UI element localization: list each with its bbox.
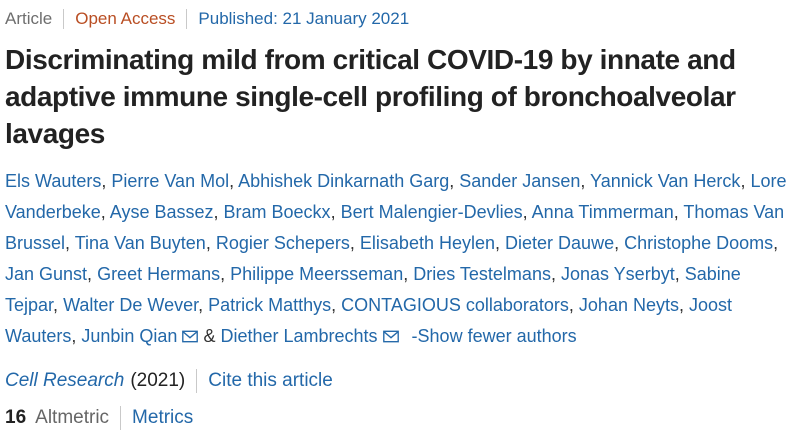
meta-divider — [63, 9, 65, 29]
author-link[interactable]: Junbin Qian — [81, 326, 178, 346]
journal-link[interactable]: Cell Research — [5, 370, 125, 391]
author-separator: , — [101, 171, 112, 191]
journal-row: Cell Research (2021) Cite this article — [5, 369, 793, 393]
altmetric-badge[interactable]: 16 Altmetric — [5, 406, 109, 430]
author-link[interactable]: Philippe Meersseman — [230, 264, 404, 284]
author-link[interactable]: Tina Van Buyten — [74, 233, 206, 253]
author-separator: , — [449, 171, 460, 191]
open-access-label: Open Access — [75, 9, 176, 28]
metrics-link[interactable]: Metrics — [132, 407, 194, 428]
author-link[interactable]: Lore Vanderbeke — [5, 171, 787, 222]
author-link[interactable]: Elisabeth Heylen — [359, 233, 496, 253]
metrics-row: 16 Altmetric Metrics — [5, 406, 793, 430]
cite-this-article-link[interactable]: Cite this article — [208, 370, 333, 391]
author-separator: , — [213, 202, 224, 222]
author-separator: , — [349, 233, 360, 253]
author-separator: , — [673, 202, 684, 222]
article-title: Discriminating mild from critical COVID-… — [5, 44, 736, 149]
author-link[interactable]: Thomas Van Brussel — [5, 202, 785, 253]
metrics-divider — [120, 406, 122, 430]
author-link[interactable]: Pierre Van Mol — [111, 171, 230, 191]
author-separator: , — [678, 295, 689, 315]
meta-divider — [186, 9, 188, 29]
author-link[interactable]: Walter De Wever — [63, 295, 199, 315]
author-link[interactable]: Rogier Schepers — [215, 233, 350, 253]
altmetric-score: 16 — [5, 407, 27, 428]
author-separator: , — [495, 233, 506, 253]
article-meta-row: Article Open Access Published: 21 Januar… — [5, 9, 793, 29]
author-separator: , — [614, 233, 625, 253]
author-separator: , — [71, 326, 82, 346]
author-link[interactable]: Jonas Yserbyt — [560, 264, 675, 284]
author-link[interactable]: Sander Jansen — [459, 171, 581, 191]
author-separator: , — [65, 233, 75, 253]
author-link[interactable]: Patrick Matthys — [208, 295, 332, 315]
author-link[interactable]: Jan Gunst — [5, 264, 88, 284]
altmetric-label: Altmetric — [35, 407, 110, 428]
author-ampersand: & — [198, 326, 221, 346]
journal-year: (2021) — [130, 370, 186, 391]
author-separator: , — [205, 233, 216, 253]
author-link[interactable]: Sabine Tejpar — [5, 264, 741, 315]
author-separator: , — [580, 171, 591, 191]
author-separator: , — [100, 202, 110, 222]
author-link[interactable]: Dries Testelmans — [413, 264, 551, 284]
author-link[interactable]: Ayse Bassez — [109, 202, 214, 222]
author-link[interactable]: Anna Timmerman — [531, 202, 674, 222]
author-separator: , — [773, 233, 779, 253]
author-link[interactable]: Bram Boeckx — [223, 202, 331, 222]
author-separator: , — [674, 264, 685, 284]
author-separator: , — [403, 264, 414, 284]
author-link[interactable]: Greet Hermans — [97, 264, 221, 284]
author-link[interactable]: Joost Wauters — [5, 295, 733, 346]
author-link[interactable]: Christophe Dooms — [624, 233, 774, 253]
author-separator: , — [331, 295, 342, 315]
author-separator: , — [87, 264, 98, 284]
article-type-label: Article — [5, 9, 53, 28]
author-separator: , — [229, 171, 239, 191]
journal-divider — [196, 369, 198, 393]
author-separator: , — [740, 171, 751, 191]
envelope-icon[interactable] — [182, 322, 199, 353]
author-link[interactable]: Abhishek Dinkarnath Garg — [238, 171, 450, 191]
author-separator: , — [568, 295, 579, 315]
author-separator: , — [198, 295, 209, 315]
author-link[interactable]: Dieter Dauwe — [505, 233, 615, 253]
author-link[interactable]: Yannick Van Herck — [590, 171, 741, 191]
author-link[interactable]: Els Wauters — [5, 171, 102, 191]
show-fewer-authors-link[interactable]: -Show fewer authors — [411, 326, 577, 346]
author-separator: , — [220, 264, 231, 284]
author-separator: , — [522, 202, 532, 222]
author-separator: , — [550, 264, 561, 284]
author-link[interactable]: Bert Malengier-Devlies — [340, 202, 523, 222]
author-separator: , — [53, 295, 64, 315]
author-separator: , — [330, 202, 341, 222]
author-link[interactable]: Johan Neyts — [578, 295, 679, 315]
author-link[interactable]: Diether Lambrechts — [220, 326, 378, 346]
author-list: Els Wauters, Pierre Van Mol, Abhishek Di… — [5, 166, 793, 353]
published-date-label: Published: 21 January 2021 — [198, 9, 410, 28]
author-link[interactable]: CONTAGIOUS collaborators — [341, 295, 569, 315]
envelope-icon[interactable] — [382, 322, 399, 353]
